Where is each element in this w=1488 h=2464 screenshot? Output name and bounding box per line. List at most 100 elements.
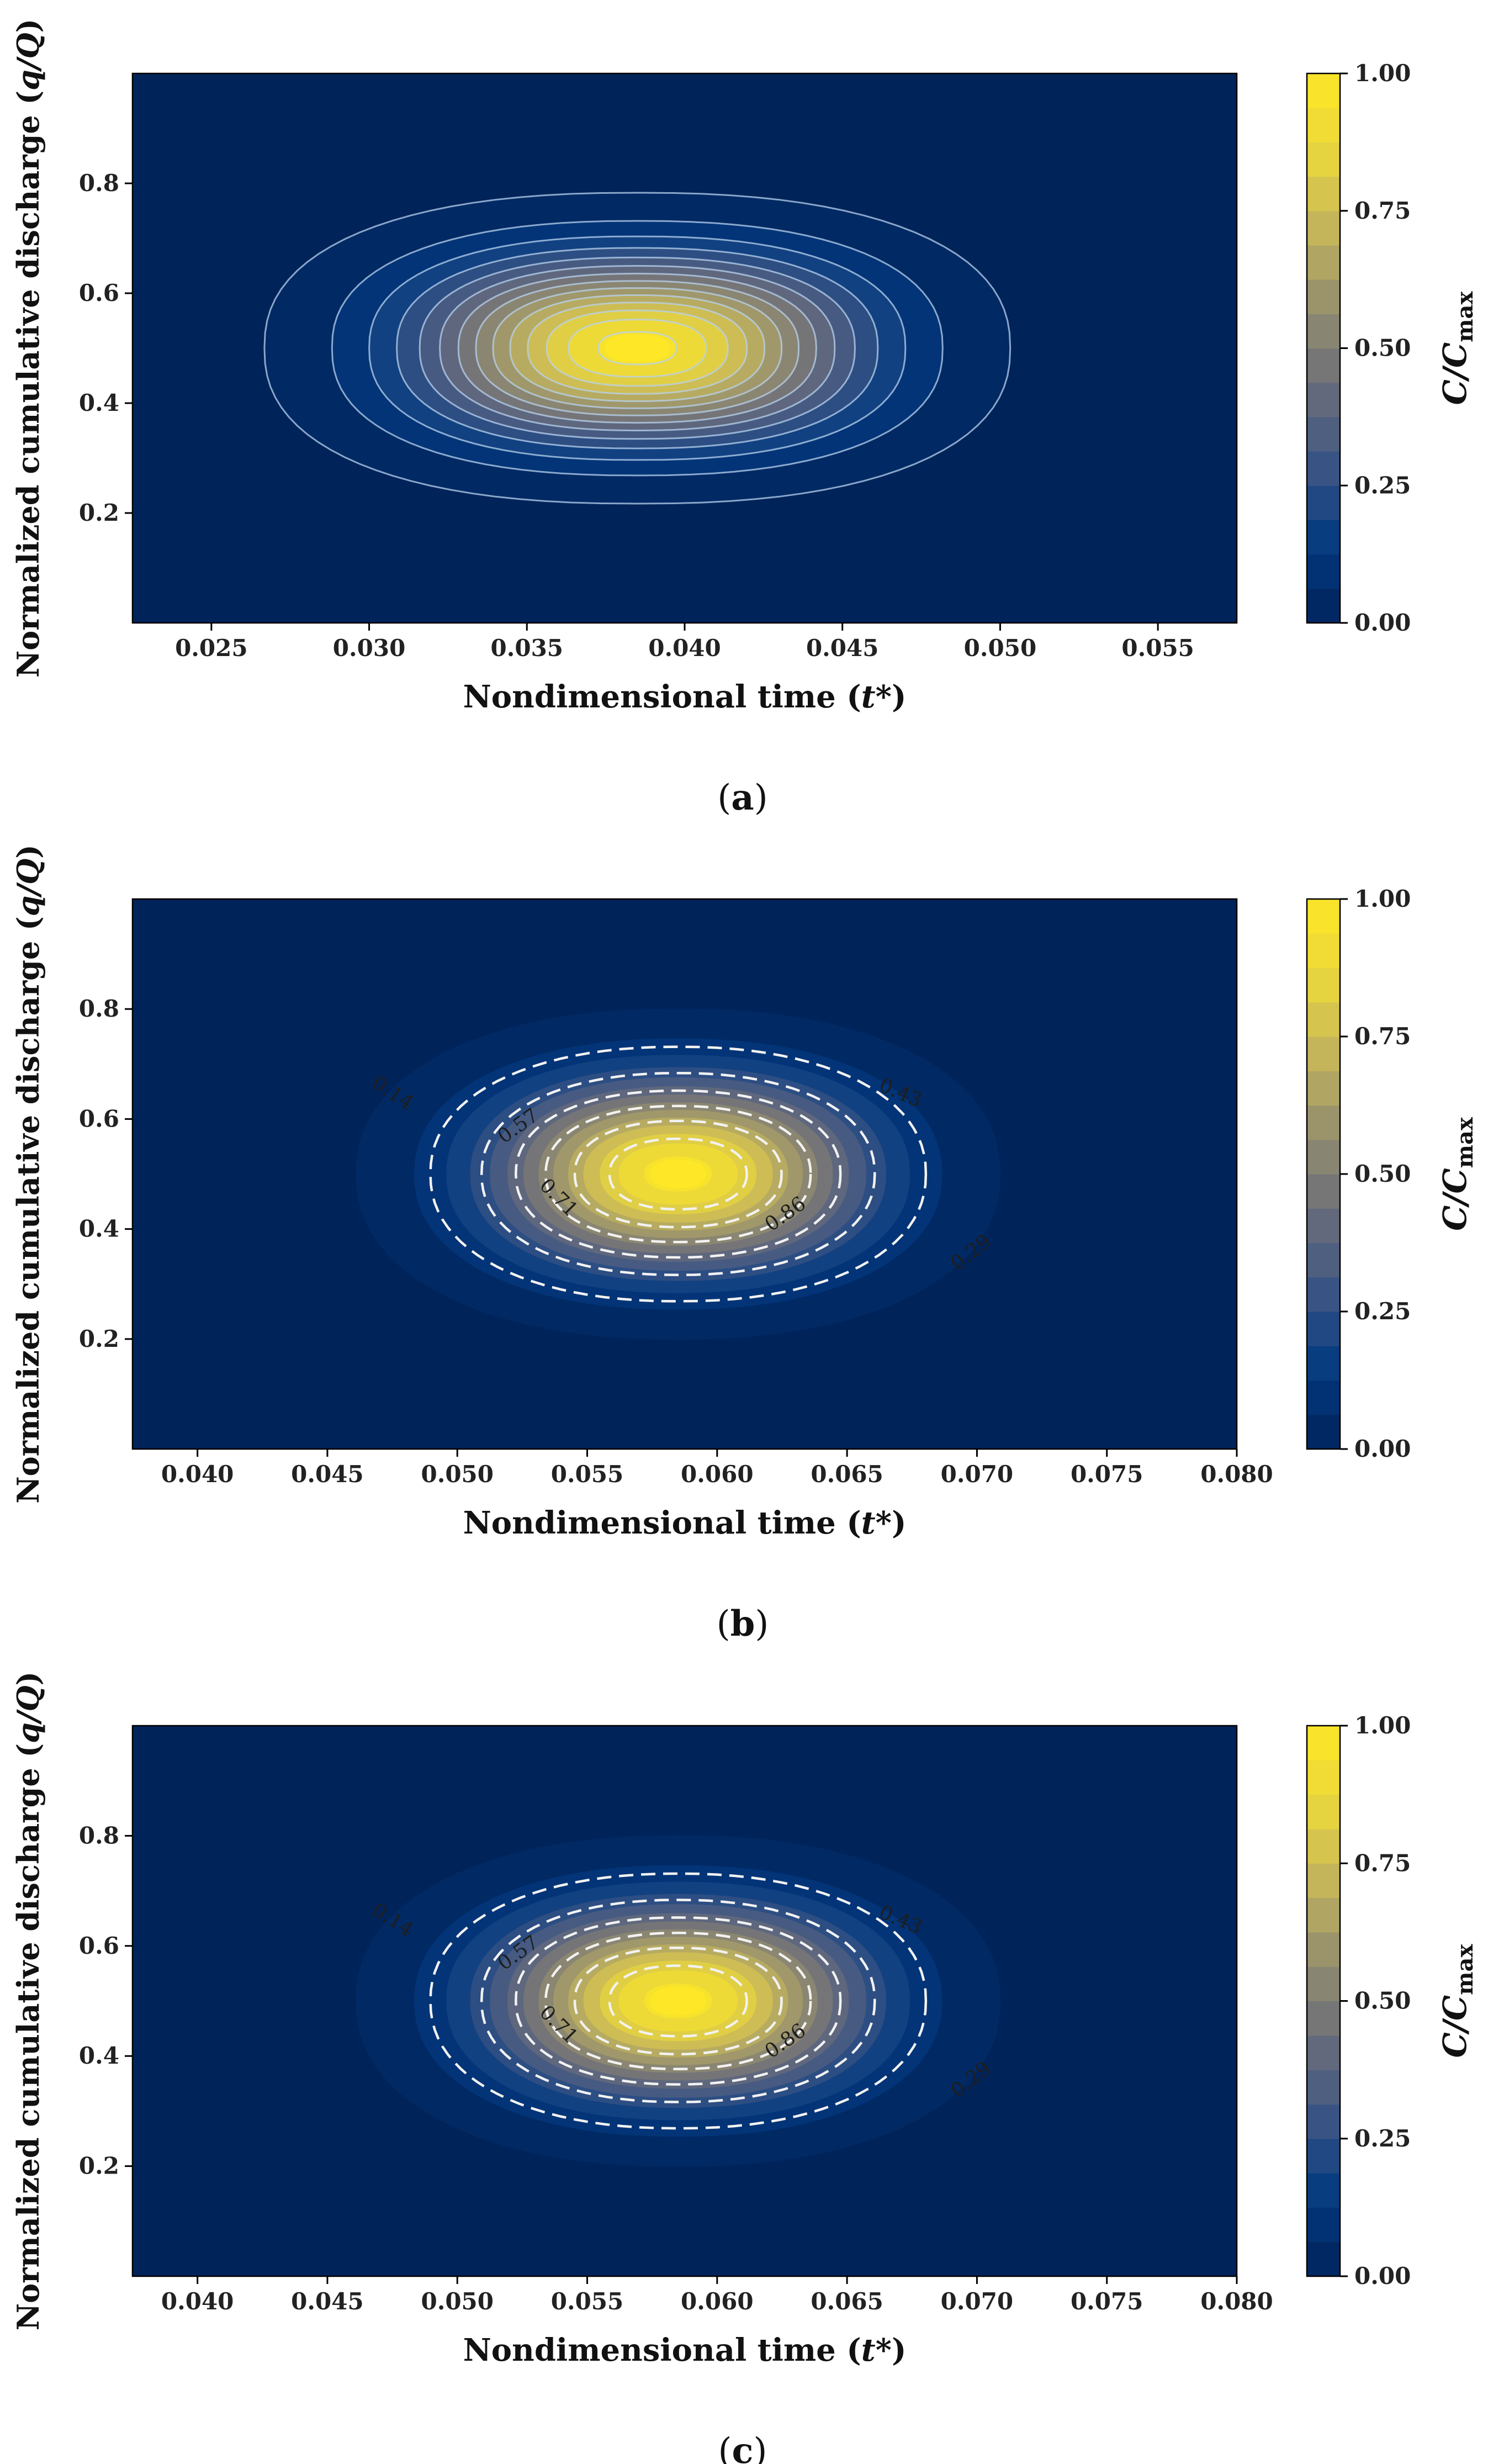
colorbar-label-main: C/C	[1436, 1168, 1474, 1231]
x-tick-label: 0.045	[806, 634, 879, 662]
caption-open: (	[718, 2431, 732, 2464]
colorbar-segment	[1307, 1139, 1340, 1175]
panel-caption: (a)	[717, 777, 767, 818]
x-tick-label: 0.060	[681, 2288, 754, 2315]
colorbar-tick-label: 0.00	[1354, 2262, 1411, 2289]
colorbar-tick-label: 0.00	[1354, 609, 1411, 636]
colorbar-segment	[1307, 1966, 1340, 2002]
colorbar: 0.00 0.25 0.50 0.75 1.00 C/Cmax	[1306, 885, 1478, 1462]
colorbar-segment	[1307, 1726, 1340, 1760]
colorbar-segment	[1307, 2138, 1340, 2174]
colorbar-segment	[1307, 554, 1340, 589]
colorbar-label-sub: max	[1452, 1944, 1478, 1995]
x-axis-label-main: Nondimensional time (	[463, 679, 861, 715]
dashed-contour	[480, 1899, 876, 2103]
caption-close: )	[754, 778, 768, 818]
dashed-contour	[608, 1964, 748, 2038]
dashed-contour	[515, 1089, 842, 1259]
x-axis-label: Nondimensional time (t*)	[463, 1505, 907, 1541]
x-axis-label-main: Nondimensional time (	[463, 1505, 861, 1541]
panel-b: 0.140.570.430.71 0.860.290.040 0.045 0.050 0…	[10, 844, 1478, 1645]
colorbar-segment	[1307, 1242, 1340, 1278]
dashed-contour	[573, 1119, 783, 1229]
x-tick-label: 0.040	[161, 1461, 234, 1488]
colorbar-segment	[1307, 1208, 1340, 1244]
colorbar-segment	[1307, 1932, 1340, 1967]
colorbar-segment	[1307, 1828, 1340, 1864]
colorbar-tick-label: 0.50	[1354, 1160, 1411, 1187]
x-axis-label-end: *)	[876, 679, 907, 715]
colorbar-label: C/Cmax	[1436, 1944, 1478, 2058]
x-axis-label-main: Nondimensional time (	[463, 2332, 861, 2368]
colorbar-label: C/Cmax	[1436, 291, 1478, 405]
x-tick-label: 0.050	[964, 634, 1037, 662]
x-tick-label: 0.040	[648, 634, 721, 662]
colorbar-segment	[1307, 1002, 1340, 1037]
x-tick-label: 0.025	[175, 634, 248, 662]
colorbar-segment	[1307, 73, 1340, 108]
colorbar-label-main: C/C	[1436, 342, 1474, 405]
colorbar-segment	[1307, 933, 1340, 969]
caption-letter: b	[730, 1603, 755, 1645]
x-tick-label: 0.055	[1121, 634, 1194, 662]
colorbar-label: C/Cmax	[1436, 1117, 1478, 1231]
x-tick-label: 0.065	[811, 1461, 883, 1488]
x-tick-label: 0.080	[1200, 2288, 1273, 2315]
plot-frame	[131, 1725, 1238, 2277]
y-axis-label-end: )	[10, 1672, 46, 1686]
x-tick-label: 0.075	[1071, 1461, 1143, 1488]
y-tick-label: 0.8	[79, 1822, 119, 1849]
contour-field	[263, 192, 1012, 505]
colorbar-segment	[1307, 416, 1340, 452]
y-tick-label: 0.4	[79, 2042, 119, 2069]
colorbar-segment	[1307, 588, 1340, 623]
colorbar-segment	[1307, 1105, 1340, 1140]
y-tick-label: 0.4	[79, 389, 119, 416]
colorbar: 0.00 0.25 0.50 0.75 1.00 C/Cmax	[1306, 1712, 1478, 2289]
x-axis-label-end: *)	[876, 1505, 907, 1541]
contour-field	[356, 1008, 1001, 1340]
x-tick-label: 0.065	[811, 2288, 883, 2315]
x-tick-label: 0.070	[941, 2288, 1014, 2315]
x-tick-label: 0.045	[291, 2288, 364, 2315]
colorbar-segment	[1307, 348, 1340, 383]
colorbar-tick-label: 1.00	[1354, 1712, 1411, 1739]
caption-close: )	[755, 1604, 769, 1645]
colorbar-label-sub: max	[1452, 1117, 1478, 1168]
colorbar-segment	[1307, 1037, 1340, 1071]
colorbar-segment	[1307, 1380, 1340, 1415]
plot-frame	[131, 898, 1238, 1450]
caption-open: (	[717, 778, 731, 818]
colorbar-segment	[1307, 1897, 1340, 1933]
colorbar-tick-label: 0.25	[1354, 1298, 1411, 1325]
x-axis-label: Nondimensional time (t*)	[463, 679, 907, 715]
colorbar-segment	[1307, 210, 1340, 246]
dashed-contour	[480, 1071, 876, 1277]
colorbar-segment	[1307, 1071, 1340, 1106]
colorbar-tick-label: 0.75	[1354, 1023, 1411, 1050]
colorbar-segment	[1307, 108, 1340, 142]
x-tick-label: 0.040	[161, 2288, 234, 2315]
colorbar-segment	[1307, 2207, 1340, 2243]
colorbar-tick-label: 0.00	[1354, 1435, 1411, 1462]
colorbar-label-sub: max	[1452, 291, 1478, 342]
caption-letter: c	[732, 2430, 754, 2464]
x-axis-label-var: t	[861, 2332, 876, 2368]
colorbar-segment	[1307, 2104, 1340, 2139]
colorbar-segment	[1307, 520, 1340, 555]
colorbar-segment	[1307, 451, 1340, 486]
dashed-contour	[544, 1104, 812, 1244]
colorbar: 0.00 0.25 0.50 0.75 1.00 C/Cmax	[1306, 60, 1478, 636]
y-axis-label-var: q/Q	[10, 1685, 46, 1743]
colorbar-segment	[1307, 1794, 1340, 1830]
y-axis-label: Normalized cumulative discharge (q/Q)	[10, 1672, 46, 2330]
x-tick-label: 0.050	[421, 2288, 494, 2315]
x-tick-label: 0.080	[1200, 1461, 1273, 1488]
y-axis-label: Normalized cumulative discharge (q/Q)	[10, 19, 46, 678]
colorbar-segment	[1307, 2173, 1340, 2208]
dashed-contour	[608, 1137, 748, 1211]
y-tick-label: 0.6	[79, 1105, 119, 1132]
colorbar-segment	[1307, 485, 1340, 521]
colorbar-segment	[1307, 1414, 1340, 1450]
